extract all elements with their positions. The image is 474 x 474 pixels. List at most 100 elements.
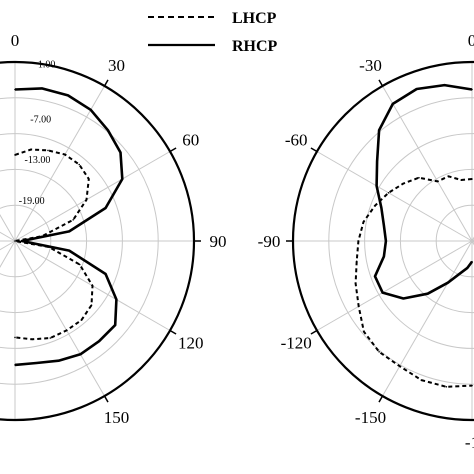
left-angle-tick-label: 120 <box>178 334 204 353</box>
right-point-lhcp <box>445 386 448 388</box>
right-point-rhcp <box>374 275 376 278</box>
left-angle-tick-label: 30 <box>108 56 125 75</box>
left-angle-tick-label: 90 <box>210 232 227 251</box>
left-angle-tick-mark <box>103 395 109 403</box>
right-point-lhcp <box>402 182 405 185</box>
left-point-lhcp <box>80 319 83 321</box>
left-point-lhcp <box>85 198 88 201</box>
left-point-rhcp <box>14 88 16 91</box>
right-point-rhcp <box>383 255 385 258</box>
right-grid-spoke <box>316 151 473 242</box>
right-point-lhcp <box>447 175 450 178</box>
right-angle-tick-label: -60 <box>285 131 308 150</box>
left-point-lhcp <box>47 149 49 152</box>
left-point-lhcp <box>91 285 94 287</box>
left-point-lhcp <box>14 154 16 156</box>
right-point-lhcp <box>471 384 473 387</box>
right-angle-tick-mark <box>378 79 384 87</box>
left-series-lhcp <box>14 148 94 341</box>
right-edge-label: 0 <box>468 31 474 50</box>
left-point-rhcp <box>114 324 116 326</box>
right-point-lhcp <box>357 305 360 308</box>
right-angle-tick-label: -30 <box>359 56 382 75</box>
left-polar-chart: 30 60 90 120 150 0 1.00 -7.00 -13.00 -19.00 <box>0 31 227 427</box>
left-point-lhcp <box>90 304 93 307</box>
left-grid-spoke <box>14 151 171 242</box>
left-point-lhcp <box>72 219 74 221</box>
left-point-rhcp <box>41 87 43 90</box>
right-point-lhcp <box>420 379 423 381</box>
left-radial-tick-label: -19.00 <box>19 196 45 207</box>
right-point-lhcp <box>460 179 463 181</box>
left-point-lhcp <box>14 336 16 339</box>
right-point-rhcp <box>447 281 449 284</box>
right-point-rhcp <box>471 260 473 263</box>
right-point-lhcp <box>363 330 365 333</box>
left-radial-tick-label: -7.00 <box>30 114 51 125</box>
right-point-rhcp <box>415 88 418 90</box>
right-point-rhcp <box>392 103 394 105</box>
left-point-rhcp <box>104 207 107 209</box>
right-grid-spoke <box>382 85 473 242</box>
left-point-lhcp <box>49 337 52 339</box>
left-angle-tick-mark <box>169 147 177 153</box>
right-point-rhcp <box>471 88 473 91</box>
left-point-lhcp <box>78 263 81 266</box>
right-point-lhcp <box>357 240 360 242</box>
right-point-rhcp <box>376 160 378 163</box>
right-point-lhcp <box>436 180 439 183</box>
left-point-rhcp <box>79 353 82 356</box>
right-angle-tick-mark <box>310 147 318 153</box>
left-point-lhcp <box>31 338 34 341</box>
legend-label-rhcp: RHCP <box>232 38 278 55</box>
left-point-lhcp <box>65 329 68 332</box>
left-radial-tick-label: -13.00 <box>24 155 50 166</box>
right-edge-label: -1 <box>465 433 474 452</box>
left-point-rhcp <box>68 230 70 233</box>
right-point-rhcp <box>380 207 383 209</box>
left-angle-tick-mark <box>103 79 109 87</box>
left-point-lhcp <box>88 178 90 180</box>
left-angle-tick-label: 150 <box>104 408 130 427</box>
left-grid-spoke <box>14 85 105 242</box>
left-grid-spoke <box>0 240 16 268</box>
left-point-rhcp <box>57 359 60 362</box>
left-grid-spoke <box>14 240 105 397</box>
left-angle-tick-mark <box>169 329 177 335</box>
left-point-rhcp <box>14 364 16 366</box>
right-grid-spoke <box>316 240 473 331</box>
left-point-rhcp <box>107 129 109 131</box>
right-point-rhcp <box>402 297 405 300</box>
left-point-lhcp <box>64 153 66 156</box>
right-point-lhcp <box>362 221 365 223</box>
left-point-rhcp <box>35 362 38 364</box>
right-point-lhcp <box>398 365 401 368</box>
left-point-rhcp <box>67 94 69 97</box>
left-edge-label: 0 <box>11 31 20 50</box>
right-point-lhcp <box>374 204 376 207</box>
right-point-rhcp <box>383 224 385 227</box>
right-point-rhcp <box>381 291 384 294</box>
left-point-rhcp <box>68 249 70 252</box>
legend: LHCP RHCP <box>148 10 278 55</box>
right-point-rhcp <box>466 267 469 269</box>
left-point-rhcp <box>119 151 122 154</box>
right-angle-tick-label: -120 <box>281 334 312 353</box>
left-point-rhcp <box>115 298 118 301</box>
left-point-lhcp <box>14 240 16 242</box>
right-point-rhcp <box>385 240 387 242</box>
right-angle-tick-mark <box>378 395 384 403</box>
right-point-rhcp <box>443 84 446 86</box>
right-point-lhcp <box>355 260 358 263</box>
left-point-rhcp <box>89 109 92 111</box>
legend-label-lhcp: LHCP <box>232 10 277 27</box>
right-point-lhcp <box>354 282 357 285</box>
left-point-rhcp <box>121 178 124 180</box>
right-point-lhcp <box>378 351 380 353</box>
left-radial-tick-label: 1.00 <box>38 60 56 71</box>
left-point-lhcp <box>30 148 32 151</box>
left-point-lhcp <box>78 163 80 166</box>
right-point-rhcp <box>378 129 380 131</box>
